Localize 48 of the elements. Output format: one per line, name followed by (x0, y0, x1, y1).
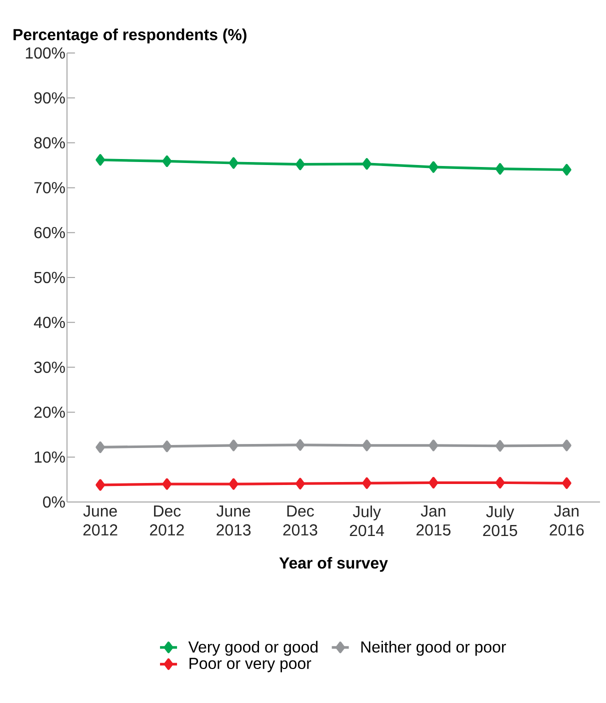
point (428, 440, 438, 452)
point (428, 161, 438, 173)
y-axis-title: Percentage of respondents (%) (14, 28, 246, 44)
x-axis-title: Year of survey (279, 556, 388, 572)
x-tick-label: July 2014 (350, 506, 384, 536)
point (495, 163, 505, 175)
y-tick-label: 70% (34, 182, 65, 194)
point (562, 440, 572, 452)
point (495, 476, 505, 488)
point (562, 477, 572, 489)
point (96, 154, 105, 166)
point (562, 164, 572, 176)
point (296, 158, 305, 170)
point (362, 477, 372, 489)
x-tick-label: July 2015 (483, 506, 518, 536)
y-tick-label: 80% (34, 137, 65, 148)
point (162, 155, 172, 167)
y-tick-label: 30% (34, 362, 65, 373)
y-tick-label: 60% (34, 226, 65, 238)
point (296, 478, 305, 490)
y-tick-label: 0% (43, 496, 65, 508)
point (428, 476, 438, 488)
x-tick-label: Dec 2013 (283, 506, 318, 536)
y-tick-label: 40% (34, 316, 65, 328)
y-tick-label: 50% (34, 272, 65, 284)
x-tick-label: Jan 2016 (550, 506, 584, 536)
point (228, 440, 238, 452)
legend-label: Neither good or poor (361, 640, 506, 656)
point (362, 440, 372, 452)
point (96, 441, 105, 453)
x-tick-label: June 2013 (216, 506, 251, 536)
point (228, 157, 238, 169)
legend-label: Very good or good (188, 640, 318, 656)
point (362, 158, 372, 170)
point (495, 440, 505, 452)
y-tick-label: 20% (34, 406, 65, 418)
y-tick-label: 90% (34, 92, 65, 104)
point (162, 440, 172, 452)
y-tick-label: 100% (26, 47, 65, 59)
x-tick-label: June 2012 (83, 506, 118, 536)
x-tick-label: Dec 2012 (150, 506, 184, 536)
legend-label: Poor or very poor (190, 658, 312, 672)
x-tick-label: Jan 2015 (416, 506, 450, 536)
point (96, 479, 105, 491)
point (162, 478, 172, 490)
point (228, 478, 238, 490)
point (296, 439, 305, 451)
y-tick-label: 10% (34, 451, 65, 463)
